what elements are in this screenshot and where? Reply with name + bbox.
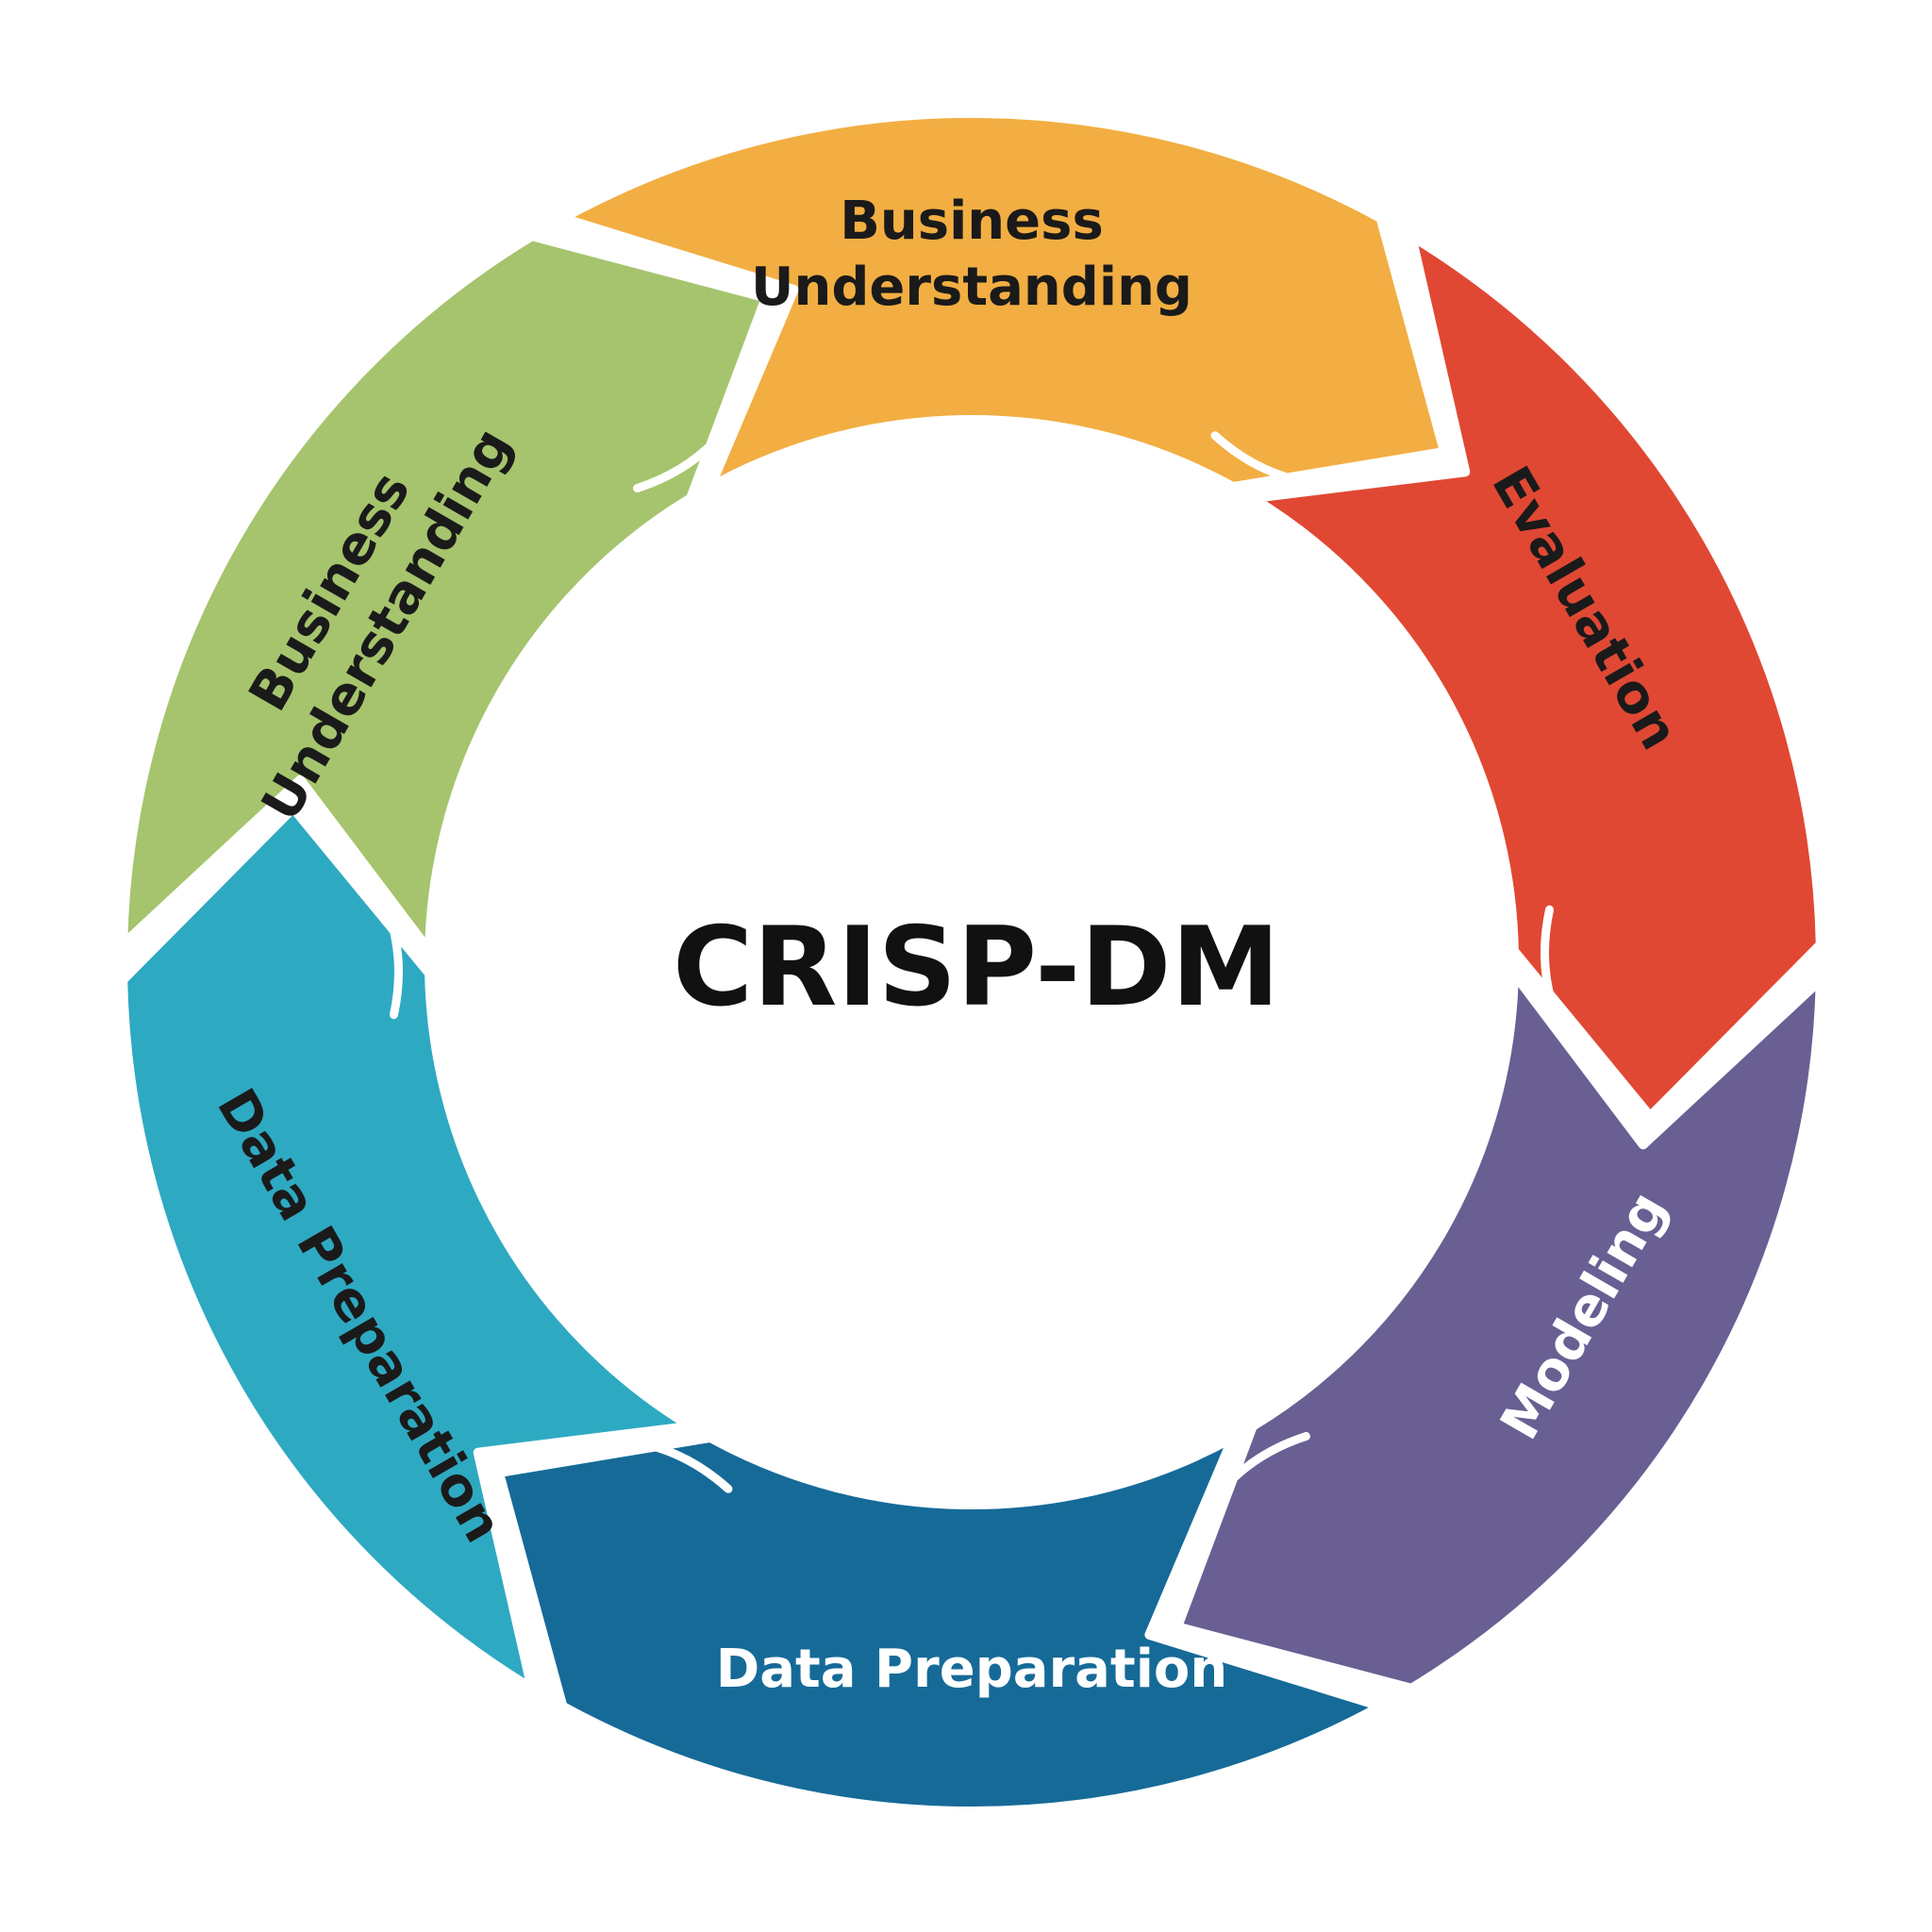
flow-connector-6 [633,386,755,492]
flow-connector-4 [583,1435,733,1493]
phase-segments [118,108,1825,1816]
flow-connector-5 [361,864,403,1020]
phase-label-line: Understanding [751,257,1192,318]
phase-segment-6 [118,231,771,956]
phase-segment-5 [118,803,696,1693]
flow-connector-2 [1541,905,1582,1060]
center-title: CRISP-DM [673,904,1280,1031]
phase-segment-1 [558,108,1450,492]
phase-label-line: Business [840,191,1104,252]
phase-label-line: Data Preparation [716,1639,1228,1700]
phase-segment-4 [493,1432,1386,1816]
phase-connectors [361,386,1582,1539]
flow-connector-3 [1189,1432,1310,1539]
flow-connector-1 [1210,431,1360,490]
phase-segment-2 [1247,231,1825,1122]
phase-segment-3 [1173,969,1825,1693]
phase-label-4: Data Preparation [716,1639,1228,1700]
phase-label-1: Business Understanding [751,191,1192,318]
